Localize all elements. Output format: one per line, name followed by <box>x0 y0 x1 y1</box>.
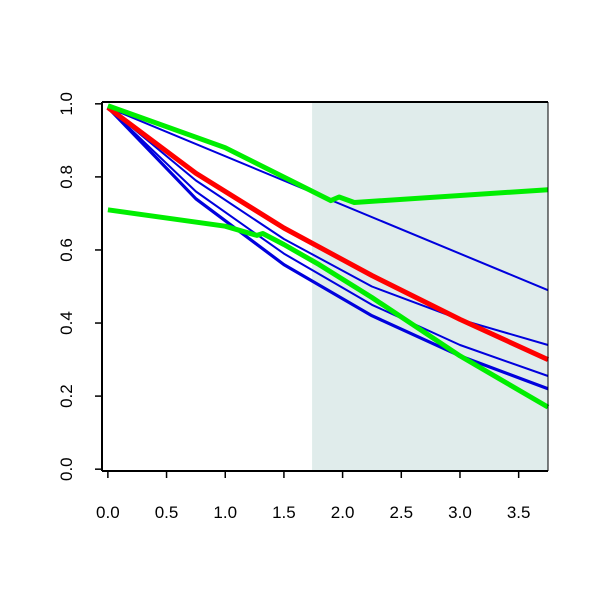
series-line-7 <box>107 207 550 410</box>
x-tick-label: 1.0 <box>213 503 237 522</box>
series-line-6 <box>107 103 549 205</box>
x-tick-label: 3.0 <box>448 503 472 522</box>
y-tick-label: 0.4 <box>57 311 76 335</box>
y-tick-label: 0.0 <box>57 457 76 481</box>
x-tick-label: 3.5 <box>507 503 531 522</box>
series-layer <box>106 103 550 410</box>
x-tick-label: 2.0 <box>331 503 355 522</box>
tick-layer: 0.0 0.5 1.0 1.5 2.0 2.5 3.0 3.5 0.0 0.2 0.4 0.6 0.8 1… <box>57 92 530 522</box>
x-tick-label: 0.5 <box>155 503 179 522</box>
shaded-region-layer <box>312 102 548 471</box>
x-tick-label: 0.0 <box>96 503 120 522</box>
series-line-3 <box>107 106 549 377</box>
y-tick-label: 0.2 <box>57 384 76 408</box>
x-tick-label: 1.5 <box>272 503 296 522</box>
axes-layer <box>101 101 549 472</box>
series-line-5 <box>106 105 550 362</box>
y-tick-label: 0.8 <box>57 165 76 189</box>
x-tick-label: 2.5 <box>389 503 413 522</box>
series-line-4 <box>106 106 549 391</box>
y-tick-label: 1.0 <box>57 92 76 116</box>
shaded-region <box>312 102 548 471</box>
y-tick-label: 0.6 <box>57 238 76 262</box>
